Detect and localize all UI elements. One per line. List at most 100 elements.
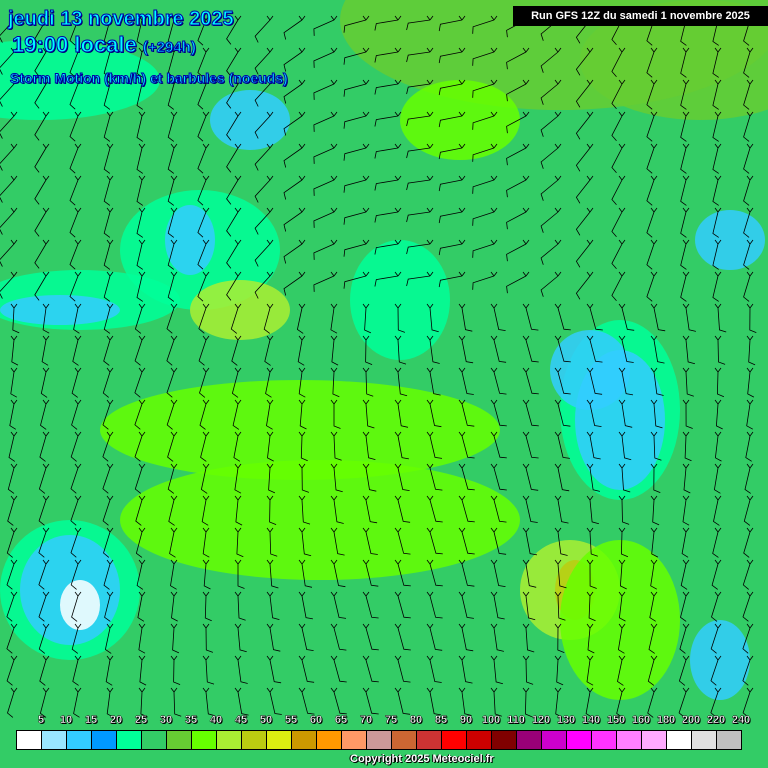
- wind-barb: [426, 335, 440, 364]
- forecast-date: jeudi 13 novembre 2025: [8, 8, 235, 31]
- wind-barb: [362, 495, 378, 524]
- wind-barb: [506, 143, 530, 166]
- wind-barb: [540, 207, 562, 233]
- wind-barb: [106, 687, 114, 718]
- wind-barb: [234, 527, 244, 558]
- wind-barb: [743, 79, 754, 110]
- wind-barb: [42, 303, 50, 334]
- wind-barb: [0, 111, 18, 139]
- wind-barb: [226, 175, 242, 205]
- wind-barb: [506, 79, 530, 102]
- wind-barb: [201, 495, 210, 526]
- wind-barb: [0, 207, 18, 235]
- wind-barb: [266, 495, 277, 525]
- wind-barb: [7, 495, 18, 526]
- wind-barb: [650, 303, 666, 332]
- wind-barb: [746, 399, 754, 430]
- legend-swatch: [517, 731, 542, 749]
- wind-barb: [136, 111, 146, 142]
- wind-barb: [712, 143, 722, 174]
- wind-barb: [0, 15, 18, 43]
- wind-barb: [681, 527, 690, 558]
- wind-barb: [167, 175, 178, 206]
- wind-barb: [103, 559, 114, 590]
- wind-barb: [0, 79, 18, 107]
- wind-barb: [38, 623, 50, 654]
- wind-barb: [166, 303, 178, 334]
- wind-barb: [69, 239, 82, 270]
- wind-barb: [611, 79, 626, 110]
- field-region: [0, 295, 120, 325]
- wind-barb: [166, 367, 178, 398]
- wind-barb: [710, 623, 722, 654]
- wind-barb: [575, 271, 594, 300]
- wind-barb: [506, 47, 530, 70]
- wind-barb: [69, 79, 82, 110]
- wind-barb: [234, 559, 245, 589]
- wind-barb: [438, 271, 466, 288]
- wind-barb: [742, 687, 754, 718]
- wind-barb: [438, 175, 466, 192]
- wind-barb: [298, 623, 314, 651]
- wind-barb: [362, 623, 379, 651]
- wind-barb: [298, 463, 310, 493]
- wind-barb: [746, 303, 757, 333]
- wind-barb: [283, 239, 306, 264]
- field-region: [165, 205, 215, 275]
- wind-barb: [586, 591, 596, 622]
- wind-barb: [426, 463, 443, 491]
- wind-barb: [540, 111, 562, 137]
- wind-barb: [680, 271, 690, 302]
- wind-barb: [254, 271, 274, 299]
- wind-barb: [231, 367, 242, 398]
- wind-barb: [254, 47, 274, 75]
- wind-barb: [103, 79, 114, 110]
- wind-barb: [167, 79, 178, 110]
- wind-barb: [254, 175, 274, 203]
- wind-barb: [362, 591, 379, 619]
- wind-barb: [426, 367, 441, 396]
- wind-barb: [70, 559, 82, 590]
- wind-barb: [472, 79, 498, 98]
- wind-barb: [6, 623, 18, 654]
- wind-barb: [69, 175, 82, 206]
- wind-barb: [202, 591, 212, 622]
- wind-barb: [69, 143, 82, 174]
- wind-barb: [265, 367, 274, 398]
- legend-swatch: [492, 731, 517, 749]
- wind-barb: [103, 239, 114, 270]
- wind-barb: [438, 15, 466, 32]
- wind-barb: [522, 591, 536, 621]
- wind-barb: [554, 559, 567, 589]
- wind-barb: [680, 175, 690, 206]
- wind-barb: [374, 239, 402, 255]
- wind-barb: [234, 623, 247, 653]
- wind-barb: [374, 175, 402, 191]
- wind-barb: [138, 623, 146, 654]
- legend-label: 40: [209, 714, 223, 726]
- wind-barb: [202, 527, 210, 558]
- wind-barb: [472, 239, 498, 258]
- wind-barb: [197, 47, 210, 78]
- wind-barb: [438, 47, 466, 64]
- wind-barb: [313, 175, 338, 196]
- wind-barb: [742, 591, 754, 622]
- wind-barb: [743, 175, 754, 206]
- wind-barb: [438, 79, 466, 96]
- wind-barb: [283, 207, 306, 232]
- wind-barb: [313, 79, 338, 100]
- wind-barb: [313, 15, 338, 36]
- wind-barb: [197, 143, 210, 174]
- wind-barb: [134, 367, 146, 398]
- wind-barb: [646, 47, 658, 78]
- wind-barb: [394, 431, 409, 460]
- legend-swatch: [92, 731, 117, 749]
- legend-label: 30: [159, 714, 173, 726]
- wind-barb: [38, 591, 50, 622]
- wind-barb: [522, 495, 538, 523]
- legend-swatch: [192, 731, 217, 749]
- wind-barb: [540, 271, 562, 297]
- wind-barb: [458, 591, 474, 619]
- wind-barb: [540, 79, 562, 105]
- wind-barb: [103, 47, 114, 78]
